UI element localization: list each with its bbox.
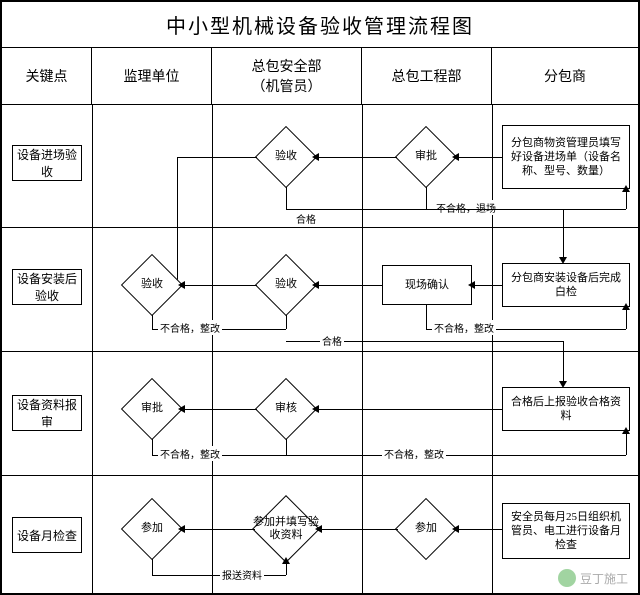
node-r4-saf: 参加并填写验收资料 (262, 505, 310, 553)
flowchart-body: 设备进场验收 分包商物资管理员填写好设备进场单（设备名称、型号、数量） 审批 验… (2, 105, 638, 595)
edge (152, 439, 153, 455)
node-r1-eng: 审批 (404, 135, 448, 179)
node-r3-sup: 审批 (130, 387, 174, 431)
header-supervisor: 监理单位 (92, 48, 212, 104)
col-line (362, 105, 363, 595)
label-pass2: 合格 (320, 333, 344, 348)
edge (426, 305, 427, 329)
edge (286, 439, 287, 455)
arrow-icon (622, 303, 630, 310)
edge (152, 559, 153, 575)
edge (472, 285, 502, 286)
key-r2: 设备安装后验收 (12, 269, 82, 305)
watermark: 豆丁施工 (558, 569, 628, 587)
header-engineering: 总包工程部 (362, 48, 492, 104)
label-fail-fix2: 不合格，整改 (158, 320, 222, 335)
row-line (2, 475, 638, 476)
arrow-icon (312, 405, 319, 413)
key-r4: 设备月检查 (12, 517, 82, 553)
node-r3-sub: 合格后上报验收合格资料 (502, 387, 630, 431)
label-fail-fix4: 不合格，整改 (158, 446, 222, 461)
edge (320, 529, 398, 530)
edge (626, 307, 627, 329)
col-line (92, 105, 93, 595)
edge (626, 431, 627, 455)
edge (286, 187, 287, 209)
arrow-icon (312, 153, 319, 161)
arrow-icon (178, 405, 185, 413)
node-r2-sub: 分包商安装设备后完成白检 (502, 263, 630, 307)
node-r2-eng: 现场确认 (382, 265, 472, 305)
edge (563, 209, 564, 259)
node-r4-sub: 安全员每月25日组织机管员、电工进行设备月检查 (502, 503, 630, 559)
col-line (492, 105, 493, 595)
header-subcontractor: 分包商 (492, 48, 638, 104)
chart-title: 中小型机械设备验收管理流程图 (2, 2, 638, 48)
row-line (2, 227, 638, 228)
arrow-icon (468, 281, 475, 289)
col-line (212, 105, 213, 595)
edge (317, 157, 397, 158)
label-fail-fix: 不合格，整改 (432, 320, 496, 335)
flowchart-container: 中小型机械设备验收管理流程图 关键点 监理单位 总包安全部 （机管员） 总包工程… (0, 0, 640, 595)
edge (626, 189, 627, 209)
arrow-icon (178, 525, 185, 533)
edge (426, 187, 427, 209)
node-r1-saf: 验收 (264, 135, 308, 179)
arrow-icon (178, 281, 185, 289)
node-r4-eng: 参加 (404, 507, 448, 551)
arrow-icon (452, 153, 459, 161)
edge (317, 285, 382, 286)
edge (152, 315, 153, 329)
edge (286, 315, 287, 329)
row-line (2, 351, 638, 352)
node-r3-saf: 审核 (264, 387, 308, 431)
header-key: 关键点 (2, 48, 92, 104)
arrow-icon (622, 427, 630, 434)
edge (177, 157, 257, 158)
label-fail-return: 不合格，退场 (434, 200, 498, 215)
edge (182, 409, 257, 410)
arrow-icon (282, 557, 290, 564)
label-pass: 合格 (294, 211, 318, 226)
edge (286, 209, 563, 210)
header-safety: 总包安全部 （机管员） (212, 48, 362, 104)
key-r3: 设备资料报审 (12, 395, 82, 431)
arrow-icon (312, 281, 319, 289)
edge (182, 529, 255, 530)
label-fail-fix3: 不合格，整改 (382, 446, 446, 461)
header-row: 关键点 监理单位 总包安全部 （机管员） 总包工程部 分包商 (2, 48, 638, 105)
edge (457, 529, 502, 530)
edge (317, 409, 502, 410)
edge (286, 455, 626, 456)
edge (182, 285, 257, 286)
node-r2-saf: 验收 (264, 263, 308, 307)
edge (563, 341, 564, 383)
key-r1: 设备进场验收 (12, 145, 82, 181)
arrow-icon (315, 525, 322, 533)
edge (152, 575, 286, 576)
node-r4-sup: 参加 (130, 507, 174, 551)
arrow-icon (452, 525, 459, 533)
arrow-icon (622, 185, 630, 192)
label-report: 报送资料 (220, 567, 264, 582)
node-r2-sup: 验收 (130, 263, 174, 307)
edge (457, 157, 502, 158)
wechat-icon (558, 569, 576, 587)
node-r1-sub: 分包商物资管理员填写好设备进场单（设备名称、型号、数量） (502, 125, 630, 189)
